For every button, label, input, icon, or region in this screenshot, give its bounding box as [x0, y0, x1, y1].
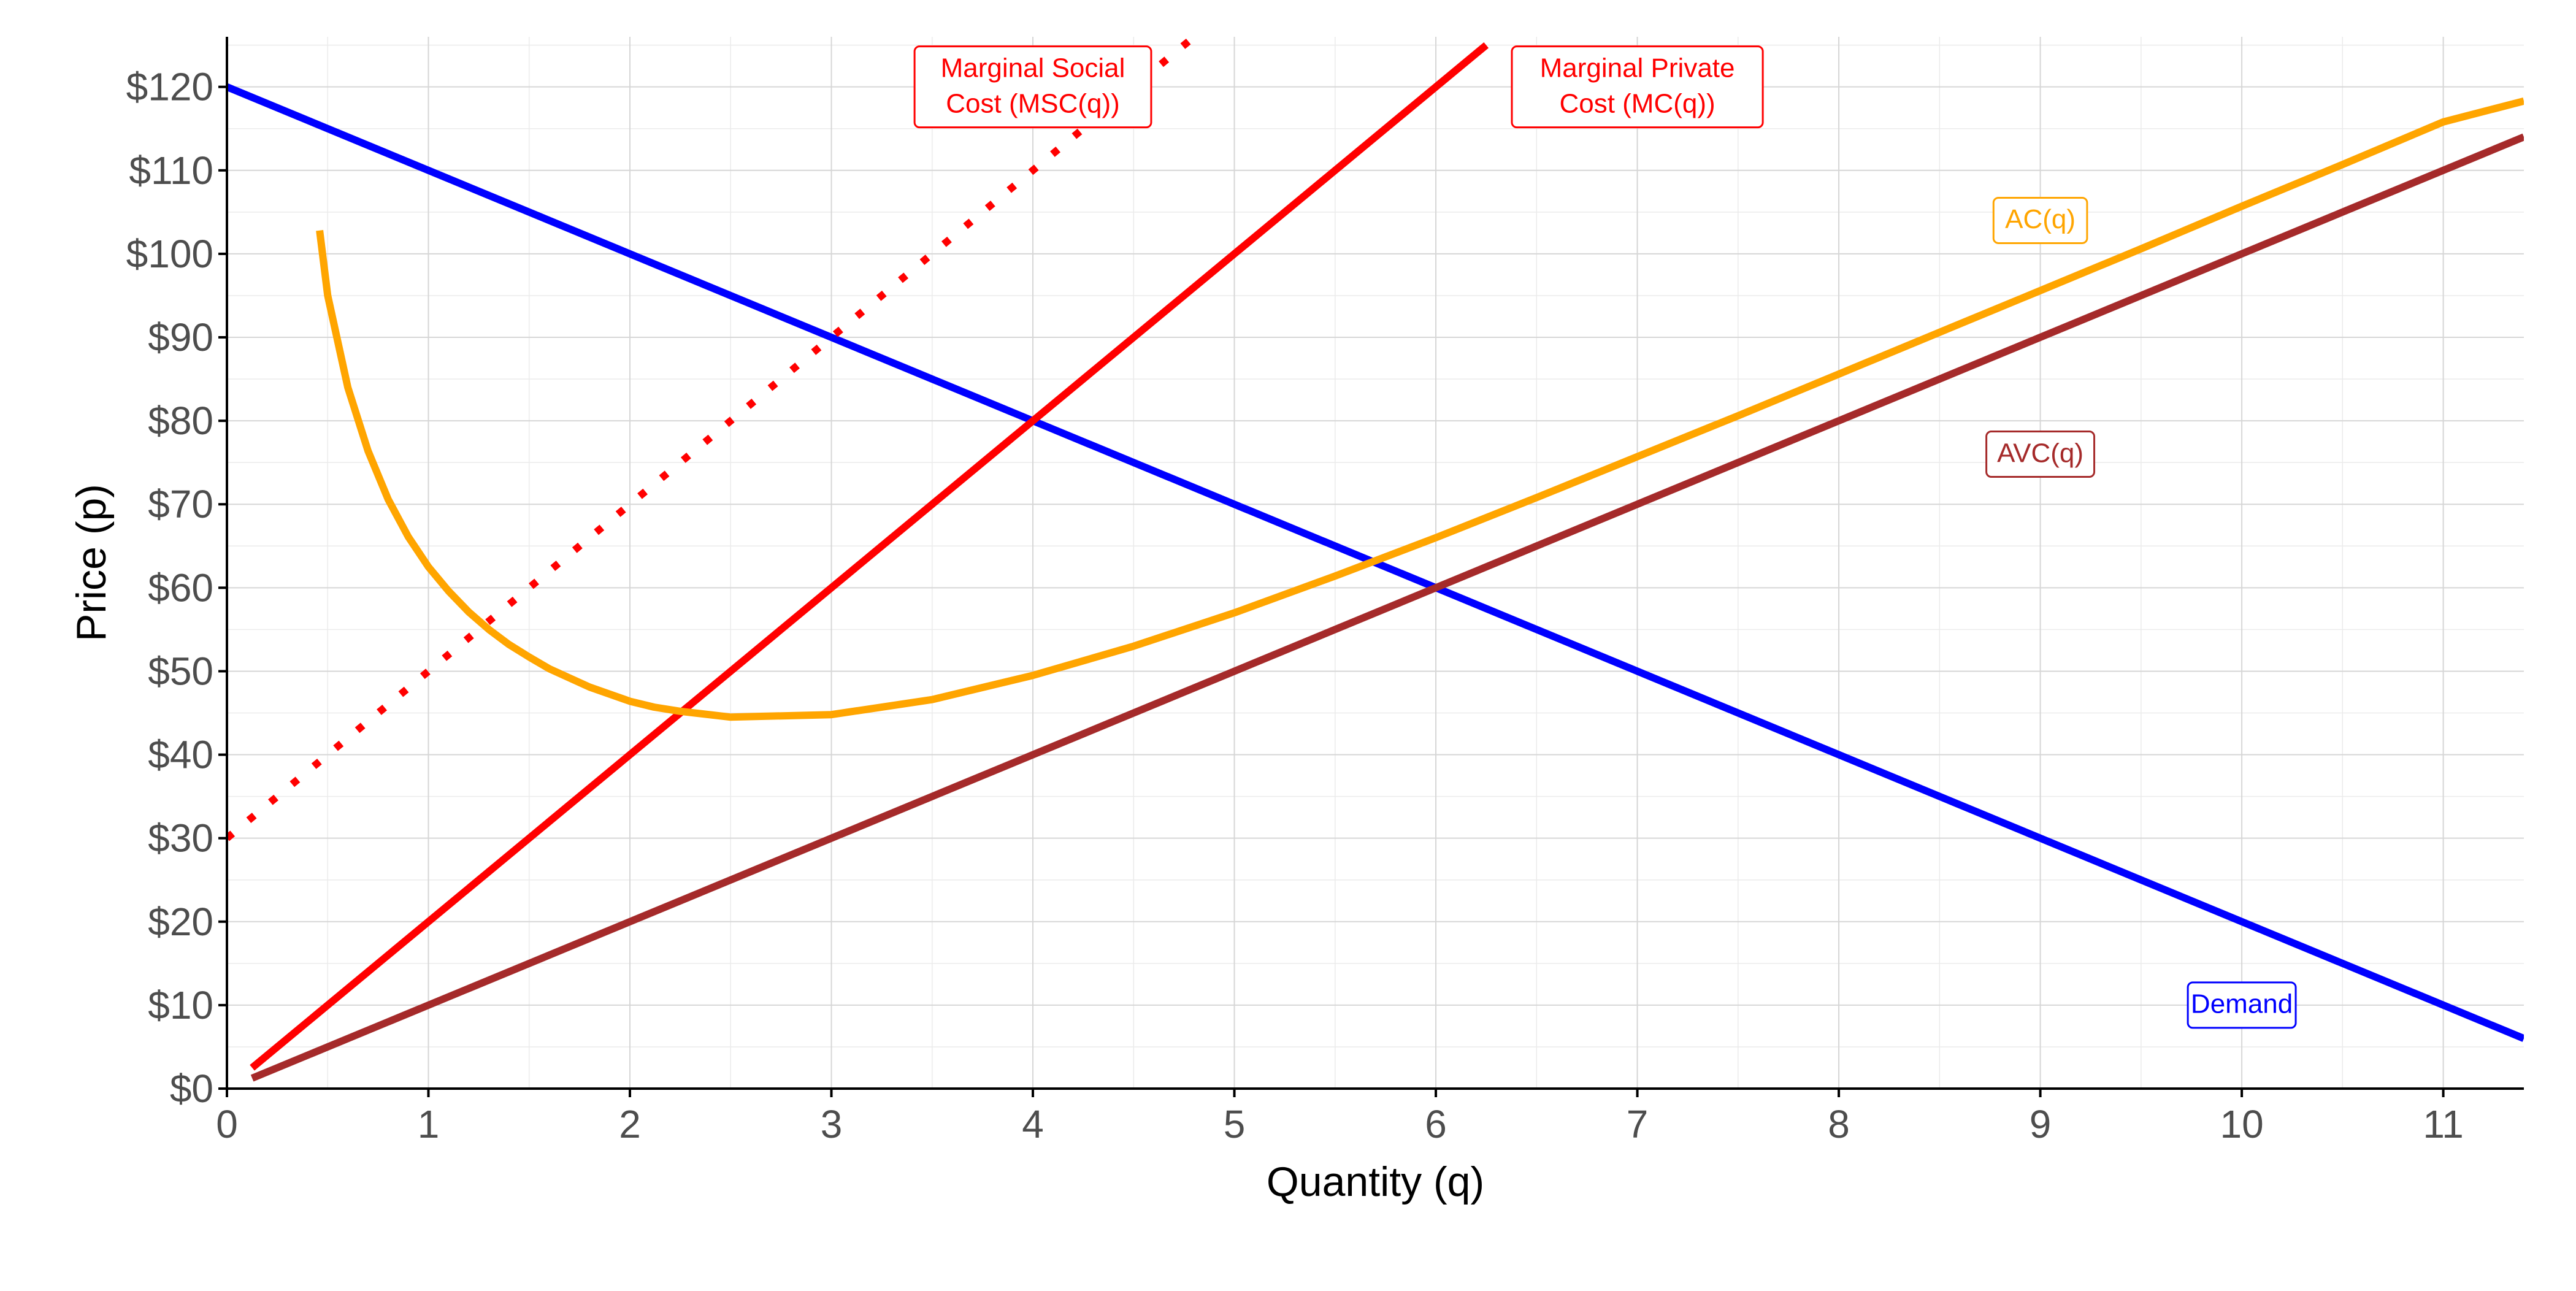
curve-label-box — [2187, 981, 2297, 1029]
curve-label-ac-q: AC(q) — [1992, 196, 2088, 244]
y-tick-label: $0 — [170, 1067, 213, 1111]
x-tick-label: 1 — [418, 1102, 440, 1146]
y-tick-label: $110 — [129, 148, 213, 193]
curve-label-demand: Demand — [2187, 981, 2297, 1029]
y-tick-label: $30 — [148, 816, 213, 860]
curve-label-avc-q: AVC(q) — [1985, 431, 2096, 478]
label-layer: Marginal Social Cost (MSC(q)) Marginal Pri… — [913, 45, 2297, 1029]
x-tick-label: 4 — [1022, 1102, 1044, 1146]
series-line-marginal-social-cost-msc-q — [227, 37, 1197, 841]
curve-label-text: Cost (MSC(q)) — [946, 88, 1120, 118]
curve-label-text: AVC(q) — [1997, 438, 2083, 468]
curve-label-text: Cost (MC(q)) — [1559, 88, 1715, 118]
x-tick-label: 0 — [216, 1102, 238, 1146]
curve-label-marginal-social-cost-msc-q: Marginal Social Cost (MSC(q)) — [913, 45, 1152, 129]
x-tick-label: 6 — [1425, 1102, 1447, 1146]
x-tick-label: 8 — [1828, 1102, 1850, 1146]
x-tick-label: 10 — [2220, 1102, 2263, 1146]
y-axis-title: Price (p) — [68, 484, 115, 642]
x-tick-label: 11 — [2423, 1102, 2463, 1146]
curve-label-box — [913, 45, 1152, 129]
x-tick-label: 7 — [1627, 1102, 1649, 1146]
y-tick-label: $60 — [148, 565, 213, 610]
y-tick-label: $80 — [148, 399, 213, 443]
curve-layer — [227, 37, 2524, 1082]
curve-label-box — [1985, 431, 2096, 478]
series-line-marginal-private-cost-mc-q — [250, 42, 1489, 1071]
x-tick-label: 2 — [619, 1102, 641, 1146]
x-tick-label: 3 — [821, 1102, 843, 1146]
series-line-avc-q — [250, 133, 2524, 1082]
curve-label-box — [1992, 196, 2088, 244]
series-line-ac-q — [316, 97, 2524, 721]
curve-label-marginal-private-cost-mc-q: Marginal Private Cost (MC(q)) — [1511, 45, 1764, 129]
y-tick-label: $50 — [148, 649, 213, 693]
y-tick-label: $40 — [148, 733, 213, 777]
x-tick-label: 5 — [1224, 1102, 1246, 1146]
curve-label-text: AC(q) — [2005, 204, 2076, 234]
y-tick-label: $90 — [148, 315, 213, 359]
axis-layer: 0 1 2 3 4 5 6 7 8 9 10 11 $0 $10 $20 $30 $40 $50 $60 $70 $80… — [126, 37, 2524, 1146]
y-tick-label: $100 — [126, 232, 213, 276]
y-tick-label: $20 — [148, 900, 213, 944]
curve-label-text: Marginal Social — [941, 53, 1125, 83]
curve-label-text: Demand — [2191, 989, 2293, 1019]
x-tick-label: 9 — [2030, 1102, 2052, 1146]
curve-label-box — [1511, 45, 1764, 129]
y-tick-label: $10 — [148, 983, 213, 1027]
y-tick-label: $70 — [148, 482, 213, 526]
curve-label-text: Marginal Private — [1540, 53, 1735, 83]
y-tick-label: $120 — [126, 65, 213, 109]
x-axis-title: Quantity (q) — [1267, 1159, 1484, 1205]
